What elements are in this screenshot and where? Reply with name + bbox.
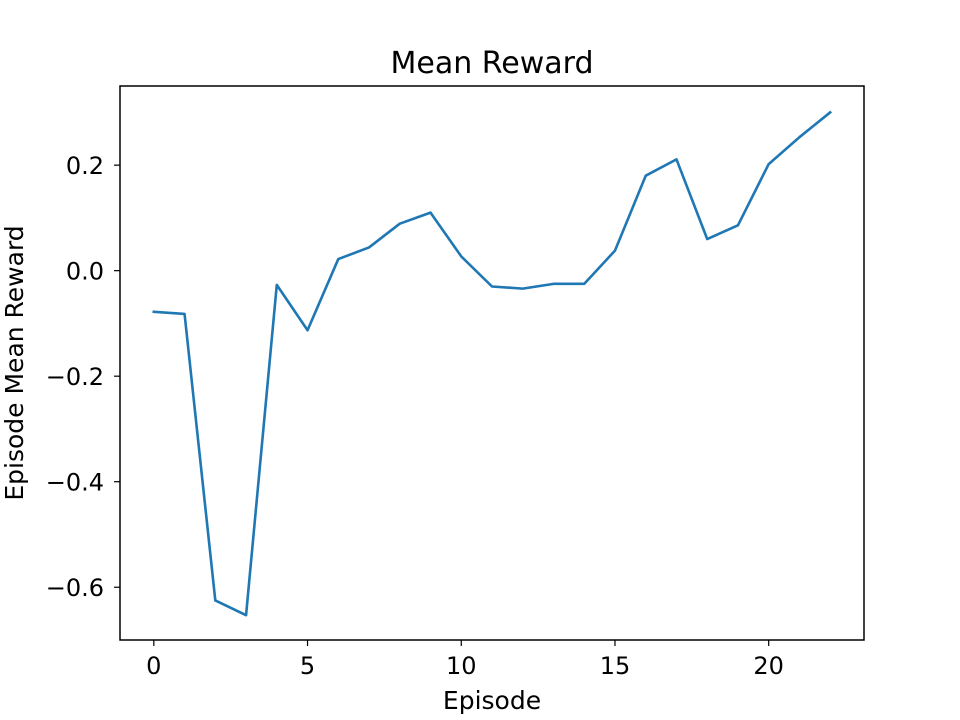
plot-area bbox=[152, 110, 833, 617]
y-axis-ticks: −0.6 −0.4 −0.2 0.0 0.2 bbox=[46, 152, 120, 602]
x-tick-label: 15 bbox=[600, 652, 631, 680]
plot-frame bbox=[119, 85, 865, 641]
chart-title: Mean Reward bbox=[391, 46, 594, 81]
y-axis-label: Episode Mean Reward bbox=[0, 225, 29, 500]
x-tick-label: 20 bbox=[753, 652, 784, 680]
series-line-0 bbox=[152, 110, 833, 617]
x-axis-label: Episode bbox=[443, 686, 541, 715]
x-tick-label: 5 bbox=[300, 652, 315, 680]
x-tick-label: 0 bbox=[146, 652, 161, 680]
y-tick-label: 0.2 bbox=[66, 152, 104, 180]
y-tick-label: 0.0 bbox=[66, 258, 104, 286]
y-tick-label: −0.4 bbox=[46, 469, 104, 497]
y-tick-label: −0.6 bbox=[46, 574, 104, 602]
x-tick-label: 10 bbox=[446, 652, 477, 680]
x-axis-ticks: 0 5 10 15 20 bbox=[146, 640, 784, 680]
y-tick-label: −0.2 bbox=[46, 363, 104, 391]
